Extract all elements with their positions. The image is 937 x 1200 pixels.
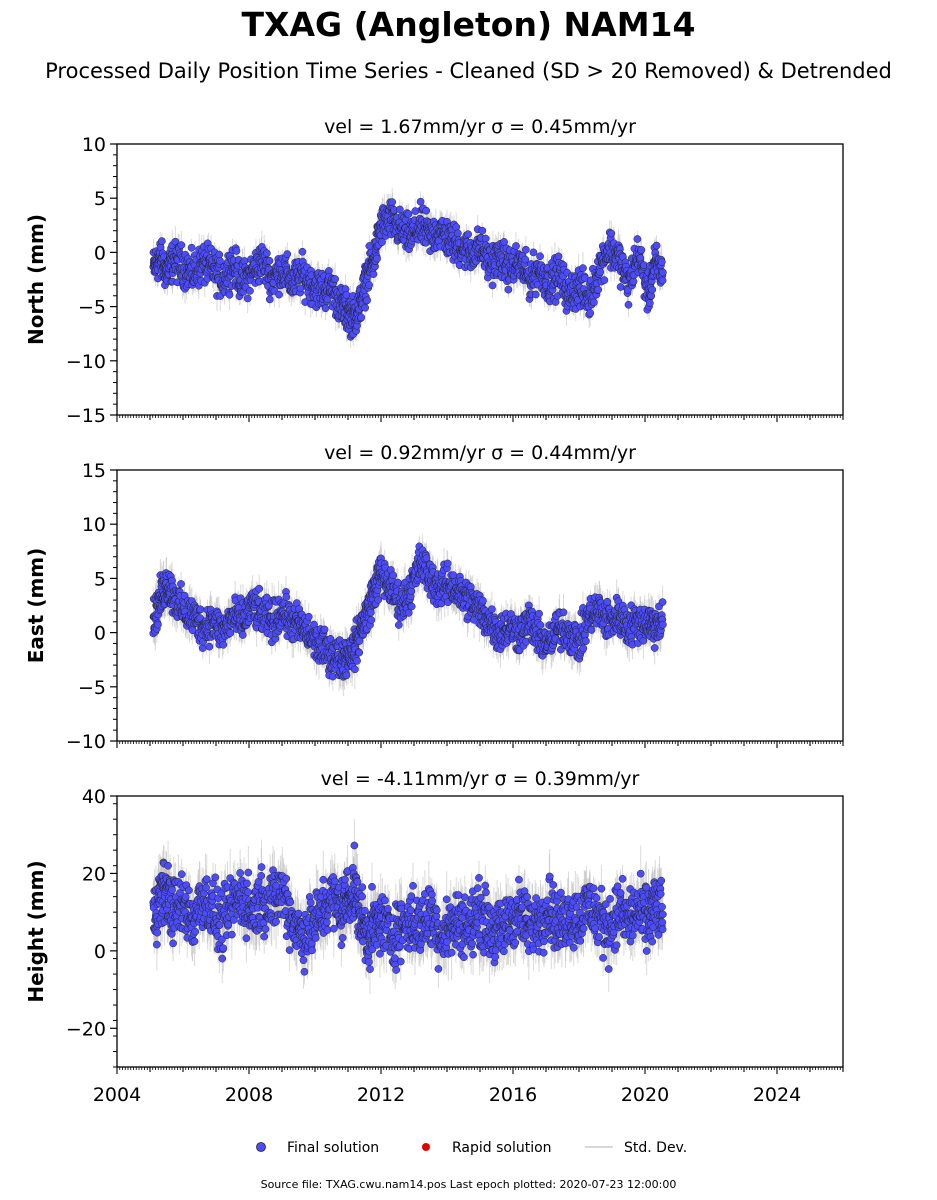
data-point xyxy=(342,290,351,299)
data-point xyxy=(522,245,530,254)
data-point xyxy=(265,295,274,304)
y-tick-label: −10 xyxy=(66,351,106,373)
data-point xyxy=(464,230,472,239)
figure-title: TXAG (Angleton) NAM14 xyxy=(242,5,696,44)
data-point xyxy=(607,229,616,238)
data-point xyxy=(488,281,497,290)
data-point xyxy=(657,258,666,266)
data-point xyxy=(645,299,654,307)
data-point xyxy=(321,304,330,313)
data-point xyxy=(637,246,646,254)
data-point xyxy=(454,229,462,238)
data-point xyxy=(369,270,378,278)
data-point xyxy=(177,241,186,249)
data-point xyxy=(554,252,563,261)
data-point xyxy=(187,243,196,252)
data-point xyxy=(216,257,224,265)
data-point xyxy=(658,276,667,285)
data-point xyxy=(636,254,645,262)
plot-area xyxy=(149,534,667,697)
data-point xyxy=(283,250,292,258)
data-point xyxy=(600,276,609,284)
data-point xyxy=(512,242,520,250)
data-point xyxy=(373,254,381,263)
data-point xyxy=(246,287,254,295)
data-point xyxy=(481,234,490,243)
data-point xyxy=(594,285,602,294)
data-point xyxy=(659,268,667,277)
y-tick-label: −5 xyxy=(78,297,106,319)
data-point xyxy=(395,205,404,214)
data-point xyxy=(504,285,513,294)
data-point xyxy=(586,309,595,317)
data-point xyxy=(363,296,371,305)
data-point xyxy=(361,303,370,312)
data-point xyxy=(531,290,540,299)
data-point xyxy=(648,285,657,294)
data-point xyxy=(529,248,538,257)
data-point xyxy=(590,298,598,307)
y-tick-label: −15 xyxy=(66,405,106,427)
panel-title: vel = 1.67mm/yr σ = 0.45mm/yr xyxy=(324,116,636,138)
data-point xyxy=(323,295,332,304)
data-point xyxy=(416,197,425,206)
data-point xyxy=(275,290,283,299)
data-point xyxy=(158,237,166,245)
data-point xyxy=(388,198,397,206)
data-point xyxy=(365,281,373,289)
data-point xyxy=(652,241,661,250)
data-point xyxy=(596,268,604,276)
data-point xyxy=(243,294,252,303)
data-point xyxy=(225,290,234,299)
data-point xyxy=(357,313,366,322)
data-point xyxy=(422,206,431,215)
data-point xyxy=(404,210,413,218)
data-point xyxy=(265,256,274,265)
data-point xyxy=(411,207,420,215)
data-point xyxy=(616,283,625,291)
plot-area xyxy=(149,188,667,348)
data-point xyxy=(633,235,642,243)
y-axis-label: North (mm) xyxy=(24,214,48,345)
data-point xyxy=(232,247,241,255)
y-tick-label: 10 xyxy=(82,134,106,156)
y-tick-label: 0 xyxy=(94,242,106,264)
figure-subtitle: Processed Daily Position Time Series - C… xyxy=(45,59,892,83)
data-point xyxy=(478,226,487,235)
data-point xyxy=(536,252,544,261)
data-point xyxy=(331,275,339,283)
y-tick-label: 5 xyxy=(94,188,106,210)
data-point xyxy=(624,300,633,309)
data-point xyxy=(378,238,386,246)
data-point xyxy=(521,255,530,264)
data-point xyxy=(579,264,587,272)
data-point xyxy=(262,249,271,258)
data-point xyxy=(298,247,307,256)
